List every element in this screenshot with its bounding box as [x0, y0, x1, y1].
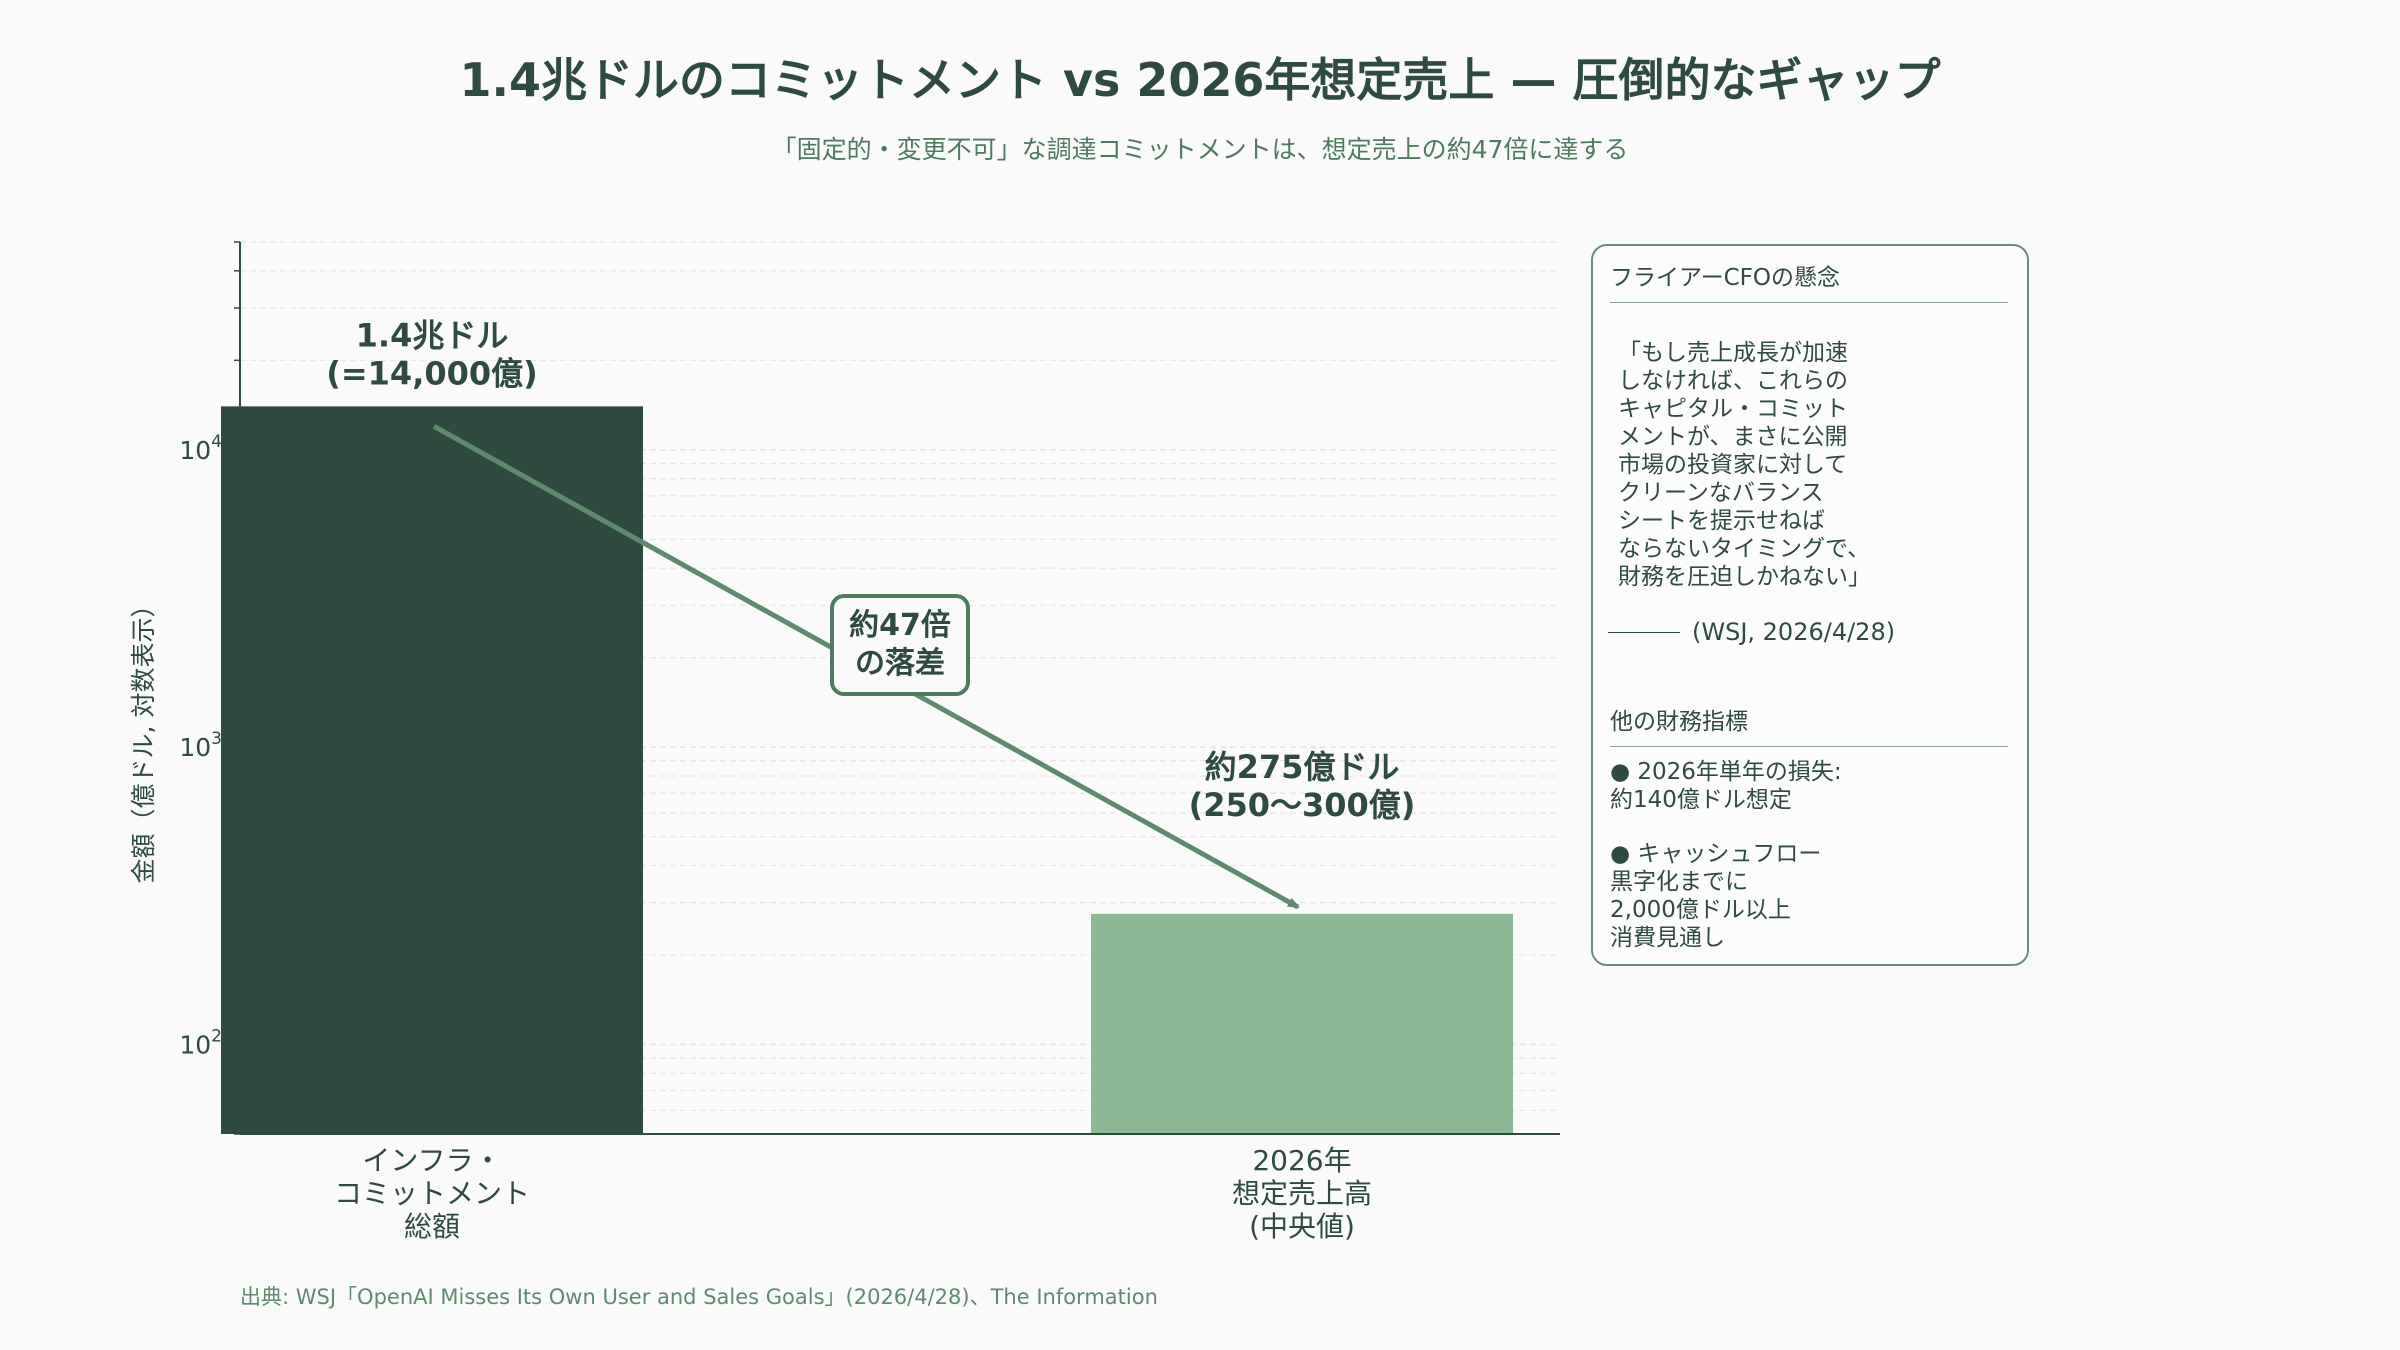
x-category-label: 2026年 — [1252, 1144, 1351, 1177]
gap-annotation: 約47倍 の落差 — [830, 594, 970, 696]
y-tick-label: 103 — [179, 729, 222, 762]
bar-value-label: 約275億ドル — [1205, 748, 1400, 786]
metric-item: ● キャッシュフロー 黒字化までに 2,000億ドル以上 消費見通し — [1610, 841, 1822, 951]
chart-title: 1.4兆ドルのコミットメント vs 2026年想定売上 — 圧倒的なギャップ — [459, 53, 1941, 107]
side-panel: フライアーCFOの懸念 「もし売上成長が加速 しなければ、これらの キャピタル・… — [1591, 244, 2029, 966]
metrics-heading: 他の財務指標 — [1610, 702, 2008, 747]
bar-value-label: 1.4兆ドル — [356, 316, 509, 354]
bar — [221, 406, 643, 1134]
x-category-label: (中央値) — [1249, 1210, 1355, 1243]
attribution-dash — [1608, 631, 1680, 633]
x-category-label: 総額 — [404, 1210, 460, 1243]
attribution-text: (WSJ, 2026/4/28) — [1692, 618, 1896, 646]
x-category-label: インフラ・ — [362, 1144, 501, 1177]
quote-attribution: (WSJ, 2026/4/28) — [1608, 618, 1895, 646]
bar — [1091, 913, 1513, 1134]
y-tick-label: 104 — [179, 432, 222, 465]
y-tick-label: 102 — [179, 1026, 222, 1059]
bar-value-label: (250〜300億) — [1189, 786, 1416, 824]
source-note: 出典: WSJ「OpenAI Misses Its Own User and S… — [240, 1285, 1158, 1309]
bar-chart: 102 103 104 1.4兆ドル(=14,000億) インフラ・コミットメント総額… — [129, 241, 1560, 1243]
cfo-quote: 「もし売上成長が加速 しなければ、これらの キャピタル・コミット メントが、まさ… — [1618, 340, 1871, 590]
bar-value-label: (=14,000億) — [326, 354, 538, 392]
y-axis-label: 金額（億ドル, 対数表示） — [129, 593, 158, 884]
x-category-label: 想定売上高 — [1232, 1177, 1372, 1210]
gap-annotation-line-1: 約47倍 — [849, 608, 951, 643]
quote-heading: フライアーCFOの懸念 — [1610, 258, 2008, 303]
metric-item: ● 2026年単年の損失: 約140億ドル想定 — [1610, 759, 1842, 813]
chart-subtitle: 「固定的・変更不可」な調達コミットメントは、想定売上の約47倍に達する — [771, 135, 1629, 164]
x-category-label: コミットメント — [334, 1177, 530, 1210]
gap-annotation-line-2: の落差 — [855, 646, 945, 681]
